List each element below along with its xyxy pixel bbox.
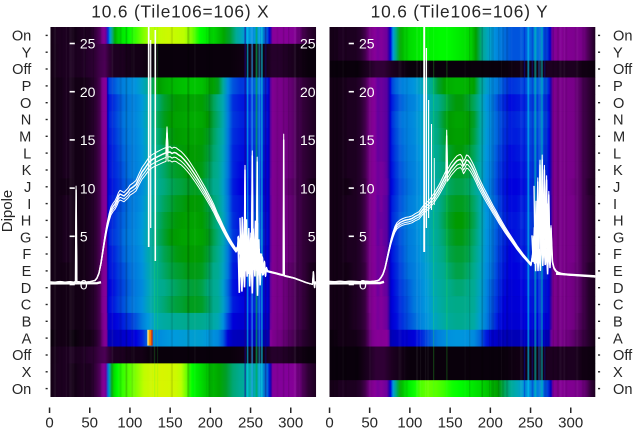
svg-text:25: 25 <box>80 36 96 52</box>
svg-text:G: G <box>20 230 31 246</box>
svg-text:J: J <box>24 180 31 196</box>
svg-text:20: 20 <box>300 84 316 100</box>
svg-text:20: 20 <box>359 84 375 100</box>
svg-text:On: On <box>613 29 632 45</box>
svg-text:E: E <box>613 264 623 280</box>
svg-text:15: 15 <box>300 132 316 148</box>
svg-text:250: 250 <box>518 415 543 432</box>
svg-text:O: O <box>20 96 31 112</box>
svg-text:15: 15 <box>359 132 375 148</box>
svg-text:K: K <box>22 163 32 179</box>
svg-text:0: 0 <box>45 415 53 432</box>
svg-text:N: N <box>613 113 624 129</box>
svg-text:A: A <box>613 331 623 347</box>
svg-text:On: On <box>12 29 31 45</box>
svg-text:10: 10 <box>359 180 375 196</box>
svg-text:150: 150 <box>158 415 183 432</box>
svg-text:0: 0 <box>80 277 88 293</box>
svg-text:300: 300 <box>278 415 303 432</box>
svg-text:L: L <box>23 146 31 162</box>
svg-text:O: O <box>613 96 624 112</box>
svg-text:I: I <box>613 197 617 213</box>
svg-text:150: 150 <box>438 415 463 432</box>
svg-text:10: 10 <box>300 180 316 196</box>
svg-text:On: On <box>12 382 31 398</box>
svg-text:L: L <box>613 146 621 162</box>
svg-text:10.6 (Tile106=106) X: 10.6 (Tile106=106) X <box>91 1 269 21</box>
svg-text:D: D <box>21 281 32 297</box>
svg-text:On: On <box>613 382 632 398</box>
svg-text:H: H <box>21 214 32 230</box>
svg-text:Y: Y <box>613 45 623 61</box>
svg-text:B: B <box>613 315 623 331</box>
svg-text:0: 0 <box>325 415 333 432</box>
svg-text:K: K <box>613 163 623 179</box>
svg-text:25: 25 <box>300 36 316 52</box>
svg-text:100: 100 <box>397 415 422 432</box>
svg-text:X: X <box>22 365 32 381</box>
svg-text:C: C <box>21 298 32 314</box>
svg-text:G: G <box>613 230 624 246</box>
svg-text:Off: Off <box>12 348 32 364</box>
svg-text:10: 10 <box>80 180 96 196</box>
svg-text:20: 20 <box>80 84 96 100</box>
svg-text:M: M <box>613 130 625 146</box>
svg-text:H: H <box>613 214 624 230</box>
svg-text:C: C <box>613 298 624 314</box>
svg-text:200: 200 <box>478 415 503 432</box>
svg-text:300: 300 <box>558 415 583 432</box>
svg-text:D: D <box>613 281 624 297</box>
svg-text:15: 15 <box>80 132 96 148</box>
svg-text:50: 50 <box>81 415 98 432</box>
svg-text:Y: Y <box>22 45 32 61</box>
svg-text:Off: Off <box>613 62 633 78</box>
svg-text:5: 5 <box>359 229 367 245</box>
svg-text:Off: Off <box>12 62 32 78</box>
svg-text:M: M <box>19 130 31 146</box>
svg-text:J: J <box>613 180 620 196</box>
svg-text:Dipole: Dipole <box>0 190 16 233</box>
svg-text:Off: Off <box>613 348 633 364</box>
svg-text:250: 250 <box>238 415 263 432</box>
svg-text:I: I <box>27 197 31 213</box>
svg-text:A: A <box>22 331 32 347</box>
svg-text:P: P <box>22 79 32 95</box>
svg-text:B: B <box>22 315 32 331</box>
svg-text:50: 50 <box>361 415 378 432</box>
svg-text:E: E <box>22 264 32 280</box>
svg-text:P: P <box>613 79 623 95</box>
svg-text:200: 200 <box>198 415 223 432</box>
svg-text:100: 100 <box>117 415 142 432</box>
svg-text:10.6 (Tile106=106) Y: 10.6 (Tile106=106) Y <box>371 1 549 21</box>
svg-text:F: F <box>22 247 31 263</box>
svg-text:N: N <box>21 113 32 129</box>
svg-text:X: X <box>613 365 623 381</box>
svg-text:25: 25 <box>359 36 375 52</box>
svg-text:5: 5 <box>80 229 88 245</box>
svg-text:5: 5 <box>308 229 316 245</box>
svg-text:0: 0 <box>359 277 367 293</box>
svg-text:F: F <box>613 247 622 263</box>
